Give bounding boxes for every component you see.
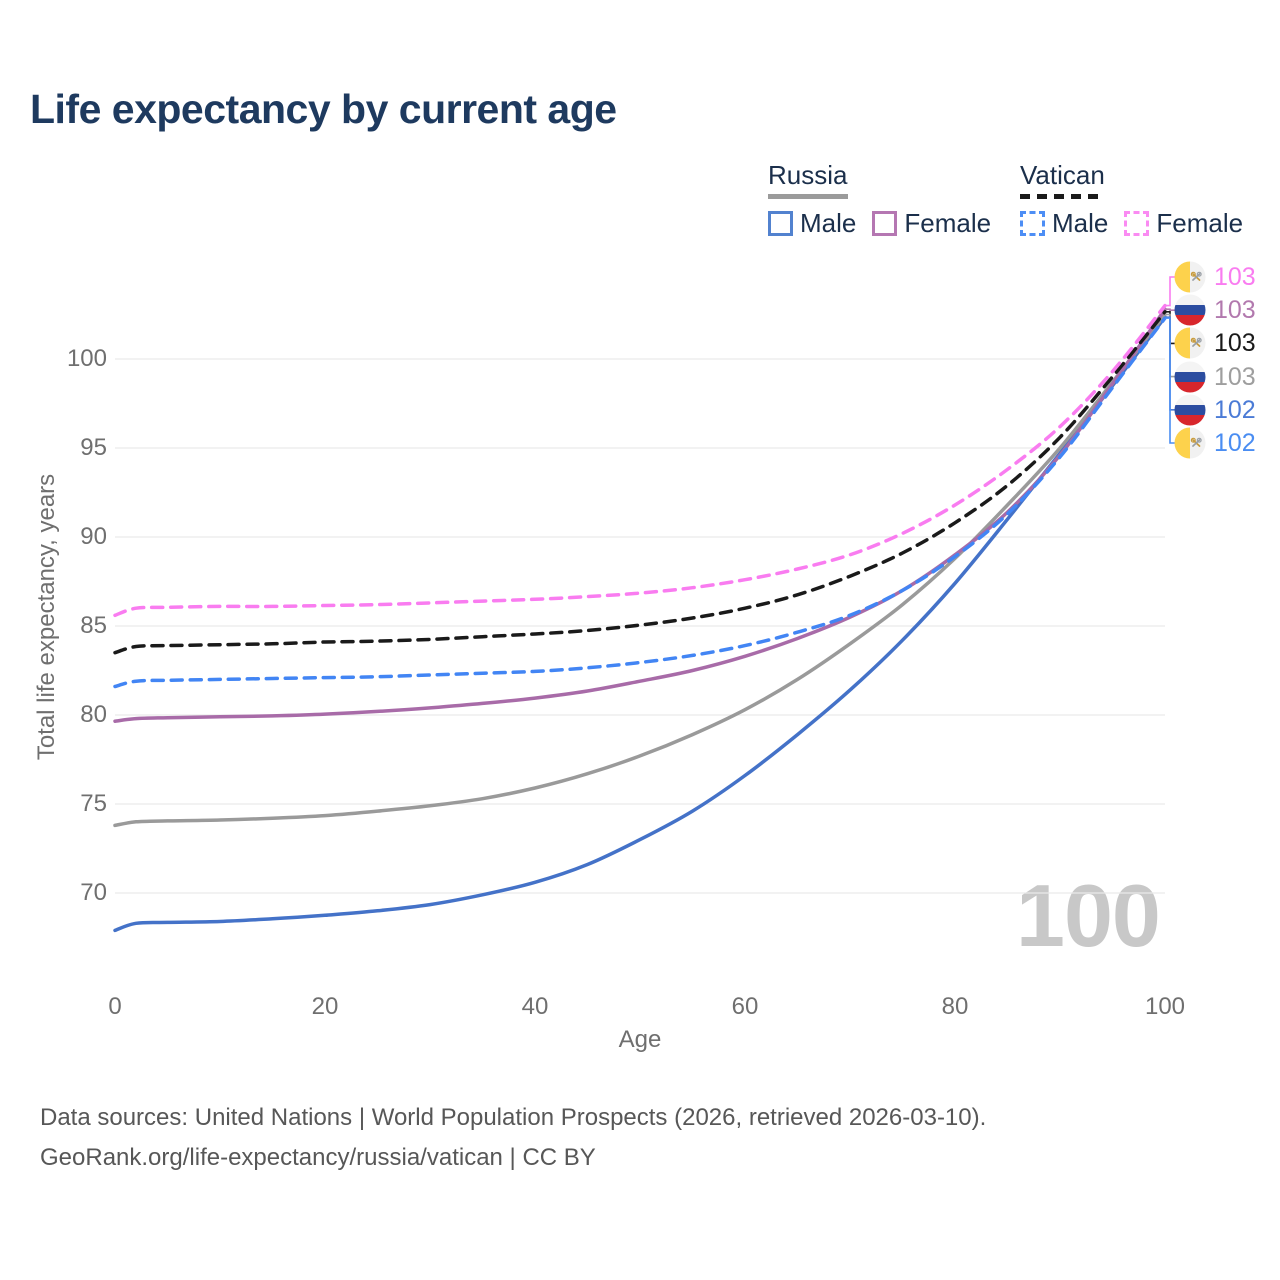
end-label-russia-total: 103 bbox=[1174, 361, 1256, 393]
x-tick-40: 40 bbox=[521, 993, 549, 1020]
footer: Data sources: United Nations | World Pop… bbox=[40, 1098, 986, 1178]
legend-item-vatican-male[interactable]: Male bbox=[1020, 208, 1108, 239]
legend-country-line-russia bbox=[768, 194, 848, 199]
end-label-vatican-total: 103 bbox=[1174, 327, 1256, 359]
legend-item-label: Female bbox=[904, 208, 992, 238]
vatican-flag-icon bbox=[1174, 427, 1206, 459]
y-tick-95: 95 bbox=[80, 434, 107, 461]
x-tick-60: 60 bbox=[731, 993, 759, 1020]
legend-item-russia-female[interactable]: Female bbox=[872, 208, 991, 239]
legend-group-vatican: Vatican Male Female bbox=[1020, 160, 1243, 239]
y-tick-100: 100 bbox=[66, 345, 107, 372]
russia-flag-icon bbox=[1174, 294, 1206, 326]
vatican-flag-icon bbox=[1174, 261, 1206, 293]
leader-line-vatican-male bbox=[1165, 317, 1175, 444]
y-tick-85: 85 bbox=[80, 612, 107, 639]
legend-swatch-russia-male bbox=[768, 211, 793, 236]
leader-line-russia-female bbox=[1165, 308, 1175, 311]
end-label-value: 103 bbox=[1214, 362, 1256, 391]
attribution-line: GeoRank.org/life-expectancy/russia/vatic… bbox=[40, 1144, 596, 1171]
legend-country-russia[interactable]: Russia bbox=[768, 160, 848, 190]
line-vatican-total[interactable] bbox=[113, 310, 1167, 655]
line-vatican-female[interactable] bbox=[113, 303, 1167, 618]
legend-swatch-vatican-male bbox=[1020, 211, 1045, 236]
y-tick-75: 75 bbox=[80, 790, 107, 817]
legend-item-russia-male[interactable]: Male bbox=[768, 208, 856, 239]
russia-flag-icon bbox=[1174, 361, 1206, 393]
legend-items-russia: Male Female bbox=[768, 208, 991, 239]
legend-item-label: Male bbox=[1052, 208, 1109, 238]
end-label-value: 103 bbox=[1214, 329, 1256, 358]
end-label-value: 102 bbox=[1214, 395, 1256, 424]
x-tick-80: 80 bbox=[941, 993, 969, 1020]
line-russia-total[interactable] bbox=[113, 312, 1167, 828]
legend-group-russia: Russia Male Female bbox=[768, 160, 991, 239]
end-label-vatican-female: 103 bbox=[1174, 261, 1256, 293]
end-label-russia-female: 103 bbox=[1174, 294, 1256, 326]
end-label-value: 103 bbox=[1214, 263, 1256, 291]
leader-line-vatican-female bbox=[1165, 276, 1175, 307]
x-tick-100: 100 bbox=[1144, 993, 1186, 1020]
page-title: Life expectancy by current age bbox=[30, 86, 617, 132]
legend-country-vatican[interactable]: Vatican bbox=[1020, 160, 1105, 190]
y-tick-90: 90 bbox=[80, 523, 107, 550]
legend-country-line-vatican bbox=[1020, 194, 1100, 199]
legend-swatch-vatican-female bbox=[1124, 211, 1150, 236]
legend-item-label: Male bbox=[800, 208, 857, 238]
legend-items-vatican: Male Female bbox=[1020, 208, 1243, 239]
legend-item-vatican-female[interactable]: Female bbox=[1124, 208, 1243, 239]
x-tick-20: 20 bbox=[311, 993, 339, 1020]
x-axis-title: Age bbox=[618, 1026, 662, 1053]
watermark-age: 100 bbox=[1016, 866, 1161, 965]
legend-swatch-russia-female bbox=[872, 211, 898, 236]
end-label-value: 102 bbox=[1214, 429, 1256, 457]
data-sources-line: Data sources: United Nations | World Pop… bbox=[40, 1104, 987, 1131]
line-russia-female[interactable] bbox=[113, 307, 1167, 723]
end-label-vatican-male: 102 bbox=[1174, 427, 1256, 459]
x-tick-0: 0 bbox=[108, 993, 122, 1020]
vatican-flag-icon bbox=[1174, 327, 1206, 359]
legend-item-label: Female bbox=[1156, 208, 1244, 238]
end-label-value: 103 bbox=[1214, 296, 1256, 325]
y-tick-70: 70 bbox=[80, 879, 107, 906]
russia-flag-icon bbox=[1174, 394, 1206, 426]
line-vatican-male[interactable] bbox=[113, 316, 1167, 689]
y-tick-80: 80 bbox=[80, 701, 107, 728]
line-russia-male[interactable] bbox=[113, 315, 1167, 933]
end-label-russia-male: 102 bbox=[1174, 394, 1256, 426]
